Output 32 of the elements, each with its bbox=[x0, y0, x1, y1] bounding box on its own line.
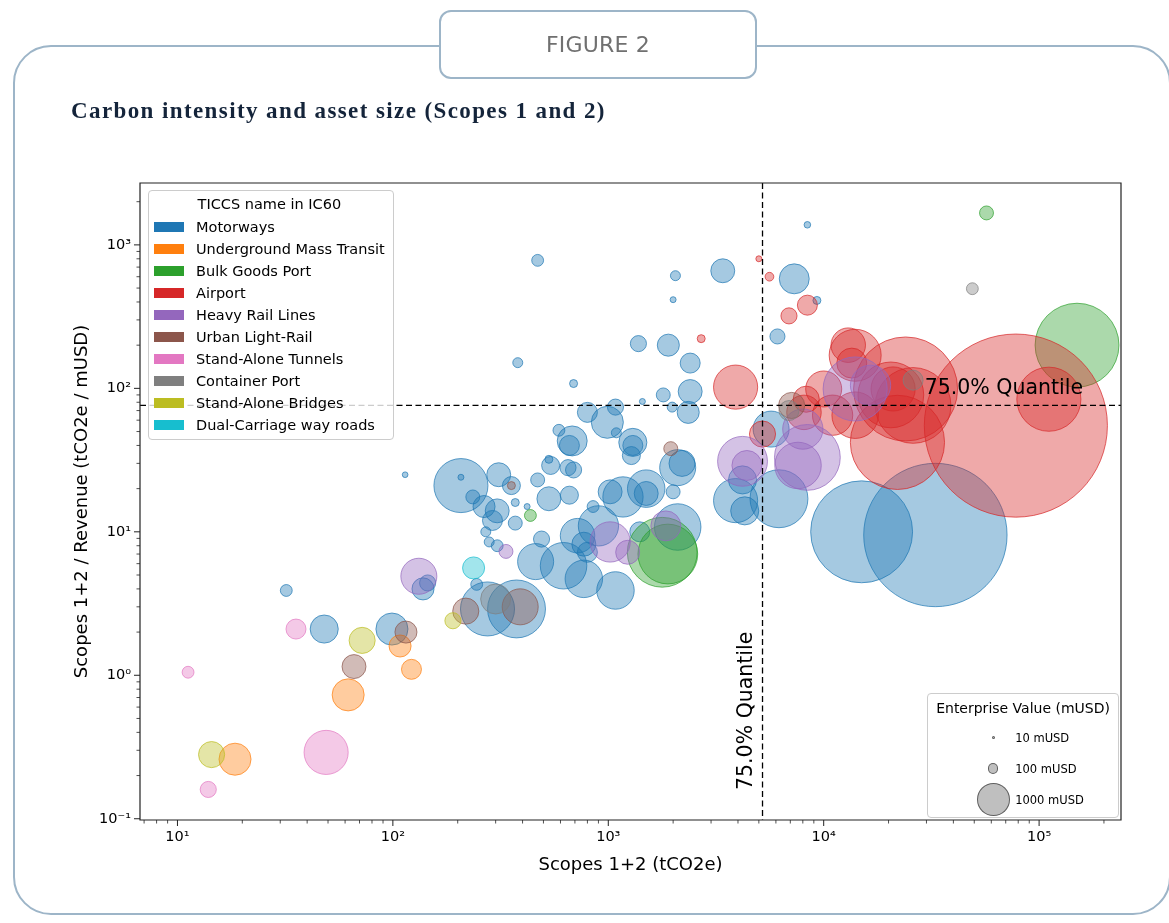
legend-label: Airport bbox=[196, 285, 246, 301]
legend-label: Heavy Rail Lines bbox=[196, 307, 316, 323]
heading-tab: FIGURE 2 bbox=[439, 10, 757, 79]
x-tick-label: 10² bbox=[380, 828, 406, 845]
x-tick-label: 10⁵ bbox=[1026, 828, 1052, 845]
y-tick-label: 10⁻¹ bbox=[99, 809, 132, 826]
ref-line-label: 75.0% Quantile bbox=[732, 631, 757, 790]
y-tick-label: 10² bbox=[106, 379, 131, 396]
y-tick-label: 10⁰ bbox=[106, 666, 132, 683]
legend-label: Motorways bbox=[196, 219, 275, 235]
legend-label: Dual-Carriage way roads bbox=[196, 417, 375, 433]
legend-label: 10 mUSD bbox=[1015, 730, 1070, 745]
annotation: Enterprise Value (mUSD) bbox=[936, 699, 1110, 718]
x-tick-label: 10⁴ bbox=[811, 828, 837, 845]
x-axis-title: Scopes 1+2 (tCO2e) bbox=[538, 852, 723, 874]
x-tick-label: 10³ bbox=[596, 828, 621, 845]
x-tick-label: 10¹ bbox=[165, 828, 190, 845]
legend-label: Stand-Alone Tunnels bbox=[196, 351, 344, 367]
legend-label: Container Port bbox=[196, 373, 301, 389]
y-tick-label: 10³ bbox=[106, 235, 132, 252]
legend-label: Stand-Alone Bridges bbox=[196, 395, 344, 411]
y-axis-title: Scopes 1+2 / Revenue (tCO2e / mUSD) bbox=[70, 324, 92, 679]
caption: FIGURE 2 bbox=[545, 32, 651, 57]
y-tick-label: 10¹ bbox=[106, 522, 132, 539]
legend-label: 1000 mUSD bbox=[1015, 792, 1084, 807]
legend-label: 100 mUSD bbox=[1015, 761, 1077, 776]
chart-title: Carbon intensity and asset size (Scopes 1 and 2) bbox=[71, 98, 606, 124]
legend-title: TICCS name in IC60 bbox=[196, 195, 343, 214]
ref-line-label: 75.0% Quantile bbox=[924, 375, 1083, 400]
legend-label: Bulk Goods Port bbox=[196, 263, 312, 279]
legend-label: Underground Mass Transit bbox=[196, 241, 385, 257]
legend-label: Urban Light-Rail bbox=[196, 329, 313, 345]
